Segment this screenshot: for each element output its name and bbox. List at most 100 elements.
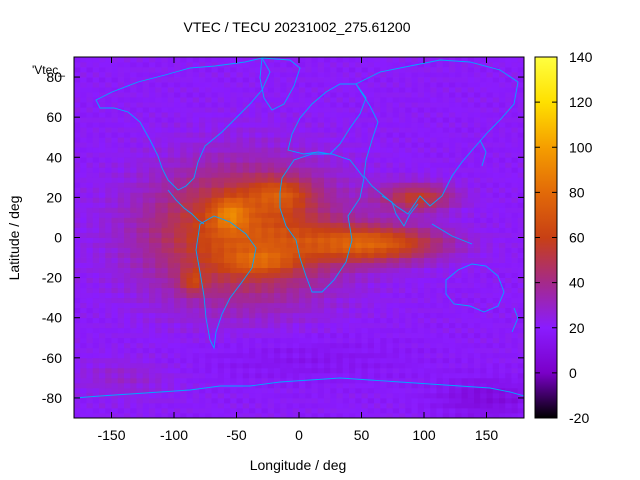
heatmap-cell <box>217 392 225 399</box>
heatmap-cell <box>180 157 187 163</box>
heatmap-cell <box>380 382 387 389</box>
heatmap-cell <box>361 232 369 238</box>
heatmap-cell <box>286 207 294 213</box>
heatmap-cell <box>192 142 200 148</box>
heatmap-cell <box>349 332 356 339</box>
heatmap-cell <box>317 342 325 349</box>
heatmap-cell <box>299 102 306 108</box>
heatmap-cell <box>349 112 356 118</box>
heatmap-cell <box>111 412 119 418</box>
heatmap-cell <box>217 322 225 329</box>
heatmap-cell <box>92 107 100 113</box>
heatmap-cell <box>417 122 425 128</box>
heatmap-cell <box>417 102 425 108</box>
heatmap-cell <box>349 282 356 289</box>
heatmap-cell <box>467 262 475 268</box>
heatmap-cell <box>92 157 100 163</box>
heatmap-cell <box>192 207 200 213</box>
heatmap-cell <box>305 92 312 98</box>
heatmap-cell <box>92 317 100 324</box>
heatmap-cell <box>311 147 319 153</box>
heatmap-cell <box>111 57 119 63</box>
heatmap-cell <box>111 212 119 218</box>
heatmap-cell <box>217 147 225 153</box>
heatmap-cell <box>236 407 244 414</box>
heatmap-cell <box>374 147 381 153</box>
heatmap-cell <box>142 157 150 163</box>
heatmap-cell <box>155 107 162 113</box>
heatmap-cell <box>336 317 344 324</box>
heatmap-cell <box>336 282 344 289</box>
heatmap-cell <box>242 112 250 118</box>
heatmap-cell <box>117 397 125 404</box>
heatmap-cell <box>236 267 244 273</box>
heatmap-cell <box>242 67 250 73</box>
heatmap-cell <box>167 207 175 213</box>
heatmap-cell <box>405 392 412 399</box>
heatmap-cell <box>455 402 462 409</box>
heatmap-cell <box>374 82 381 88</box>
heatmap-cell <box>105 297 112 304</box>
heatmap-cell <box>186 177 194 183</box>
heatmap-cell <box>92 187 100 193</box>
heatmap-cell <box>474 222 481 228</box>
heatmap-cell <box>242 192 250 198</box>
heatmap-cell <box>161 342 169 349</box>
heatmap-cell <box>211 307 219 314</box>
heatmap-cell <box>105 362 112 369</box>
heatmap-cell <box>467 277 475 284</box>
heatmap-cell <box>299 287 306 294</box>
heatmap-cell <box>267 87 275 93</box>
heatmap-cell <box>180 57 187 63</box>
heatmap-cell <box>199 307 206 314</box>
heatmap-cell <box>205 382 212 389</box>
heatmap-cell <box>74 57 81 63</box>
heatmap-cell <box>499 152 506 158</box>
heatmap-cell <box>405 302 412 309</box>
heatmap-cell <box>492 342 500 349</box>
heatmap-cell <box>236 77 244 83</box>
heatmap-cell <box>424 217 431 223</box>
heatmap-cell <box>74 212 81 218</box>
heatmap-cell <box>167 362 175 369</box>
heatmap-cell <box>292 147 300 153</box>
heatmap-cell <box>342 342 350 349</box>
heatmap-cell <box>467 297 475 304</box>
heatmap-cell <box>224 137 231 143</box>
heatmap-cell <box>355 122 362 128</box>
heatmap-cell <box>505 342 512 349</box>
heatmap-cell <box>417 262 425 268</box>
heatmap-cell <box>117 277 125 284</box>
heatmap-cell <box>474 307 481 314</box>
heatmap-cell <box>367 227 375 233</box>
heatmap-cell <box>499 232 506 238</box>
heatmap-cell <box>261 387 269 394</box>
heatmap-cell <box>317 132 325 138</box>
heatmap-cell <box>405 97 412 103</box>
heatmap-cell <box>286 252 294 258</box>
heatmap-cell <box>230 72 237 78</box>
heatmap-cell <box>455 277 462 284</box>
heatmap-cell <box>311 72 319 78</box>
heatmap-cell <box>399 237 406 243</box>
heatmap-cell <box>330 247 337 253</box>
heatmap-cell <box>111 407 119 414</box>
heatmap-cell <box>330 407 337 414</box>
heatmap-cell <box>105 232 112 238</box>
heatmap-cell <box>211 102 219 108</box>
heatmap-cell <box>286 292 294 299</box>
heatmap-cell <box>86 187 94 193</box>
heatmap-cell <box>149 67 156 73</box>
heatmap-cell <box>474 237 481 243</box>
heatmap-cell <box>486 192 494 198</box>
heatmap-cell <box>374 257 381 263</box>
heatmap-cell <box>292 362 300 369</box>
heatmap-cell <box>86 217 94 223</box>
heatmap-cell <box>305 282 312 289</box>
heatmap-cell <box>455 117 462 123</box>
heatmap-cell <box>486 172 494 178</box>
heatmap-cell <box>117 147 125 153</box>
heatmap-cell <box>286 277 294 284</box>
heatmap-cell <box>224 262 231 268</box>
heatmap-cell <box>180 357 187 364</box>
